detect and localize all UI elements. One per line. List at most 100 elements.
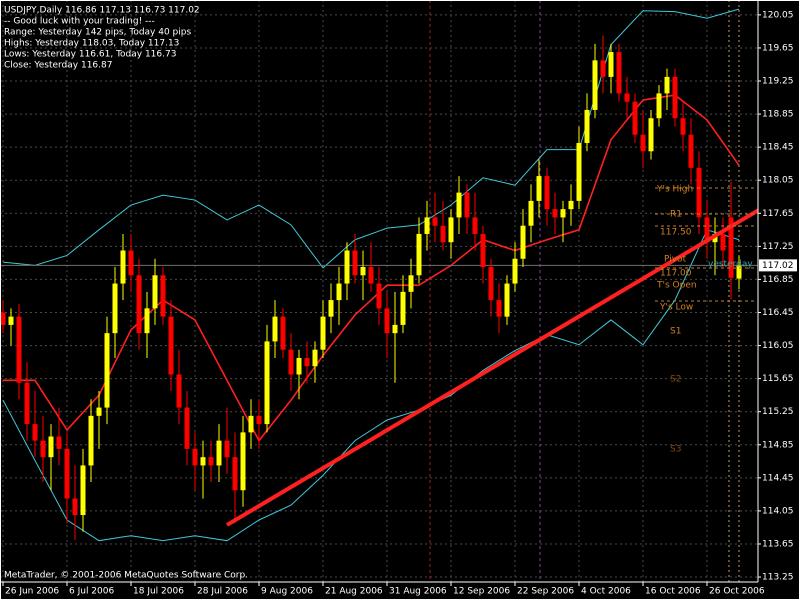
y-tick-label: 118.85 xyxy=(762,110,794,120)
candle-body xyxy=(56,436,62,449)
candle-body xyxy=(136,275,142,334)
y-tick-label: 117.65 xyxy=(762,209,794,219)
candle-body xyxy=(584,109,590,144)
candle-body xyxy=(0,312,6,325)
pivot-label: yesterday xyxy=(708,260,753,270)
candle-body xyxy=(408,275,414,292)
candle-body xyxy=(544,176,550,210)
y-tick-label: 115.65 xyxy=(762,374,794,384)
candle-body xyxy=(336,283,342,301)
x-tick-label: 26 Oct 2006 xyxy=(709,587,765,597)
candle-body xyxy=(200,457,206,466)
info-line: USDJPY,Daily 116.86 117.13 116.73 117.02 xyxy=(4,6,200,16)
candle-body xyxy=(288,349,294,375)
candle-body xyxy=(320,316,326,350)
candle-body xyxy=(280,316,286,350)
candle-body xyxy=(480,233,486,268)
candle-body xyxy=(624,93,630,102)
session-lines xyxy=(429,0,740,582)
current-price-box xyxy=(759,259,797,272)
candle-body xyxy=(96,407,102,416)
y-tick-label: 114.85 xyxy=(762,440,794,450)
candle-body xyxy=(40,440,46,458)
candle-body xyxy=(616,52,622,94)
candle-body xyxy=(128,250,134,276)
candle-body xyxy=(640,134,646,152)
plot xyxy=(0,8,758,542)
candle-body xyxy=(168,316,174,375)
y-tick-label: 118.05 xyxy=(762,176,794,186)
candle-body xyxy=(224,440,230,458)
candle-body xyxy=(296,357,302,375)
pivot-label: S1 xyxy=(670,327,681,337)
candle-body xyxy=(688,134,694,168)
indicator-line xyxy=(2,8,740,269)
pivot-label: S3 xyxy=(670,445,681,455)
candle-body xyxy=(456,192,462,218)
x-tick-label: 6 Jul 2006 xyxy=(69,587,114,597)
pivot-label: Y's High xyxy=(656,185,693,195)
candle-body xyxy=(328,300,334,317)
candle-body xyxy=(576,143,582,201)
candle-body xyxy=(672,76,678,119)
y-tick-label: 114.05 xyxy=(762,506,794,516)
candle-body xyxy=(360,267,366,276)
x-tick-label: 18 Jul 2006 xyxy=(133,587,184,597)
candle-body xyxy=(144,308,150,334)
candle-body xyxy=(528,200,534,226)
candle-body xyxy=(680,118,686,135)
candle-body xyxy=(496,300,502,317)
x-tick-label: 9 Aug 2006 xyxy=(261,587,313,597)
candle-body xyxy=(312,349,318,367)
candle-body xyxy=(392,324,398,334)
candle-body xyxy=(160,275,166,317)
pivot-label: 117.50 xyxy=(660,228,692,238)
candle-body xyxy=(32,424,38,441)
candle-body xyxy=(416,233,422,276)
candle-body xyxy=(472,217,478,234)
candle-body xyxy=(352,250,358,276)
candle-body xyxy=(344,250,350,284)
candle-body xyxy=(608,52,614,77)
candle-body xyxy=(80,465,86,516)
candle-body xyxy=(592,60,598,110)
x-tick-label: 21 Aug 2006 xyxy=(325,587,383,597)
candle-body xyxy=(184,407,190,449)
candle-body xyxy=(232,457,238,491)
candle-body xyxy=(704,217,710,243)
candle-body xyxy=(600,60,606,77)
candle-body xyxy=(520,225,526,259)
candle-body xyxy=(208,457,214,466)
candle-body xyxy=(432,217,438,226)
candle-body xyxy=(24,382,30,425)
pivot-label: 117.00 xyxy=(660,269,692,279)
candle-body xyxy=(632,101,638,135)
indicator-line xyxy=(2,229,740,542)
y-tick-label: 120.05 xyxy=(762,10,794,20)
candle-body xyxy=(384,308,390,334)
candle-body xyxy=(728,217,734,278)
candle-body xyxy=(152,275,158,309)
candle-body xyxy=(264,341,270,425)
candle-body xyxy=(440,225,446,243)
candle-body xyxy=(120,250,126,284)
info-line: Close: Yesterday 116.87 xyxy=(4,61,112,71)
y-tick-label: 119.65 xyxy=(762,43,794,53)
y-tick-label: 116.85 xyxy=(762,275,794,285)
candle-body xyxy=(736,265,742,279)
candle-body xyxy=(536,176,542,201)
candle-body xyxy=(192,448,198,466)
y-tick-label: 117.25 xyxy=(762,242,794,252)
x-tick-label: 26 Jun 2006 xyxy=(5,587,59,597)
candle-body xyxy=(656,93,662,119)
y-tick-label: 115.25 xyxy=(762,407,794,417)
candle-body xyxy=(176,374,182,408)
info-line: Range: Yesterday 142 pips, Today 40 pips xyxy=(4,28,191,38)
pivot-label: S2 xyxy=(670,375,681,385)
candle-body xyxy=(568,200,574,210)
candle-body xyxy=(72,498,78,516)
candle-body xyxy=(448,217,454,243)
info-line: Lows: Yesterday 116.61, Today 116.73 xyxy=(4,50,176,60)
